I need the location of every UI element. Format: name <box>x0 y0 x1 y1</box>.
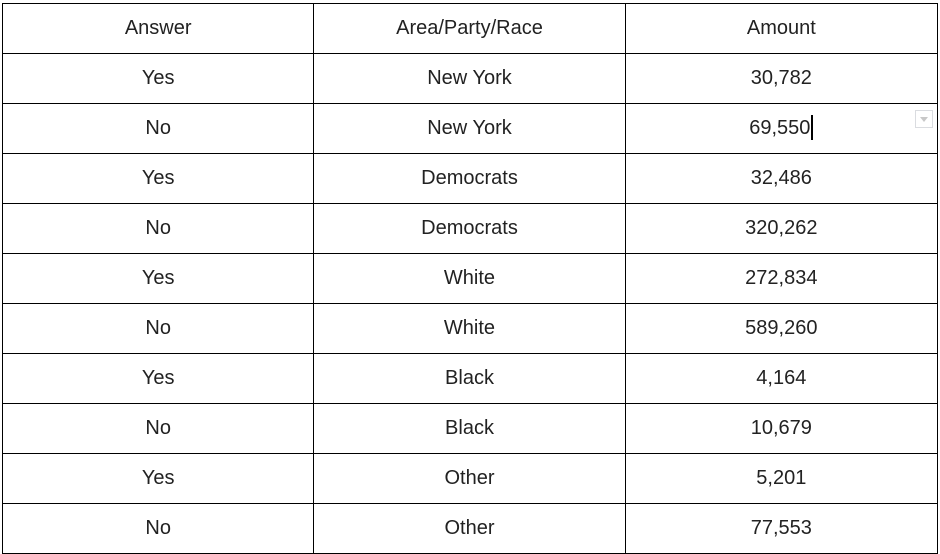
header-amount[interactable]: Amount <box>624 3 939 54</box>
area-party-race-cell[interactable]: New York <box>313 103 626 154</box>
area-party-race-cell[interactable]: Black <box>313 353 626 404</box>
amount-cell[interactable]: 320,262 <box>624 203 939 254</box>
area-party-race-cell[interactable]: Democrats <box>313 203 626 254</box>
area-party-race-cell[interactable]: Other <box>313 503 626 554</box>
answer-cell[interactable]: No <box>1 103 315 154</box>
answer-cell[interactable]: Yes <box>1 53 315 104</box>
answer-cell[interactable]: Yes <box>1 453 315 504</box>
text-cursor <box>811 115 814 140</box>
amount-cell[interactable]: 32,486 <box>624 153 939 204</box>
table-row: No Other 77,553 <box>1 503 939 554</box>
amount-cell-value[interactable]: 69,550 <box>749 116 811 139</box>
answer-cell[interactable]: No <box>1 203 315 254</box>
area-party-race-cell[interactable]: White <box>313 303 626 354</box>
header-area-party-race[interactable]: Area/Party/Race <box>313 3 626 54</box>
table-header-row: Answer Area/Party/Race Amount <box>1 3 939 54</box>
data-table: Answer Area/Party/Race Amount Yes New Yo… <box>1 3 939 554</box>
amount-cell[interactable]: 272,834 <box>624 253 939 304</box>
amount-cell[interactable]: 5,201 <box>624 453 939 504</box>
table-row: No Democrats 320,262 <box>1 203 939 254</box>
table-row: Yes Democrats 32,486 <box>1 153 939 204</box>
chevron-down-icon <box>920 117 928 122</box>
amount-cell-active[interactable]: 69,550 <box>624 103 939 154</box>
amount-cell[interactable]: 4,164 <box>624 353 939 404</box>
table-row: Yes New York 30,782 <box>1 53 939 104</box>
area-party-race-cell[interactable]: Other <box>313 453 626 504</box>
answer-cell[interactable]: No <box>1 303 315 354</box>
header-answer[interactable]: Answer <box>1 3 315 54</box>
area-party-race-cell[interactable]: White <box>313 253 626 304</box>
area-party-race-cell[interactable]: Black <box>313 403 626 454</box>
answer-cell[interactable]: Yes <box>1 153 315 204</box>
area-party-race-cell[interactable]: New York <box>313 53 626 104</box>
amount-cell[interactable]: 10,679 <box>624 403 939 454</box>
table-row: Yes Other 5,201 <box>1 453 939 504</box>
answer-cell[interactable]: Yes <box>1 353 315 404</box>
cell-dropdown-button[interactable] <box>915 110 933 128</box>
answer-cell[interactable]: No <box>1 403 315 454</box>
area-party-race-cell[interactable]: Democrats <box>313 153 626 204</box>
table-row: No Black 10,679 <box>1 403 939 454</box>
amount-cell[interactable]: 30,782 <box>624 53 939 104</box>
answer-cell[interactable]: Yes <box>1 253 315 304</box>
table-row: No White 589,260 <box>1 303 939 354</box>
answer-cell[interactable]: No <box>1 503 315 554</box>
table-row: Yes White 272,834 <box>1 253 939 304</box>
table-row: Yes Black 4,164 <box>1 353 939 404</box>
amount-cell[interactable]: 77,553 <box>624 503 939 554</box>
table-row: No New York 69,550 <box>1 103 939 154</box>
amount-cell[interactable]: 589,260 <box>624 303 939 354</box>
